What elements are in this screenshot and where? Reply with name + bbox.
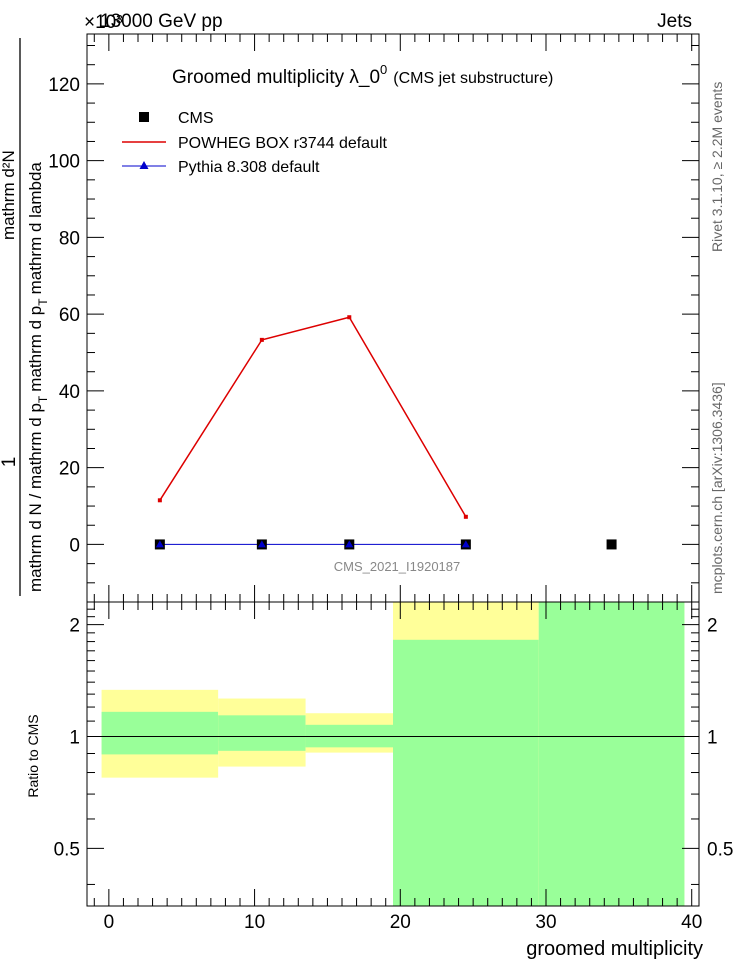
main-ytick-label: 40 [59, 382, 80, 403]
point-powheg [347, 315, 352, 320]
ratio-ytick-label: 0.5 [54, 839, 80, 860]
ratio-ytick-label: 1 [69, 727, 80, 748]
ratio-ytick-label-right: 2 [707, 616, 718, 637]
main-ylabel-one: 1 [0, 457, 20, 468]
legend-label-cms: CMS [178, 110, 214, 127]
legend-title-sup: 0 [380, 62, 387, 77]
legend-label-powheg: POWHEG BOX r3744 default [178, 135, 388, 152]
main-ylabel-denominator: mathrm d N / mathrm d pTmathrm d pTmathr… [26, 162, 50, 592]
ratio-panel: 0.5 0.5 1 1 2 2 0 10 20 30 40 [54, 601, 733, 933]
series-line-powheg [159, 316, 467, 518]
rivet-label: Rivet 3.1.10, ≥ 2.2M events [709, 82, 725, 252]
xtick-label: 10 [244, 912, 265, 933]
legend-marker-cms [139, 112, 149, 122]
ratio-ytick-label-right: 0.5 [707, 839, 733, 860]
energy-label: 13000 GeV pp [100, 11, 223, 32]
main-ytick-label: 20 [59, 459, 80, 480]
xaxis-label: groomed multiplicity [526, 938, 703, 960]
mcplots-label: mcplots.cern.ch [arXiv:1306.3436] [709, 382, 725, 594]
main-panel: 0 20 40 60 80 100 120 [48, 33, 700, 603]
xtick-label: 0 [104, 912, 115, 933]
point-cms [606, 539, 617, 550]
exponent-label: ×10³ [84, 12, 123, 33]
main-ytick-label: 120 [48, 75, 80, 96]
main-ylabel-denominator-b: mathrm d p [26, 306, 45, 392]
ratio-band-green [218, 715, 306, 751]
legend-title-note: (CMS jet substructure) [393, 70, 553, 87]
xtick-label: 20 [390, 912, 411, 933]
point-powheg [463, 514, 468, 519]
legend-title: Groomed multiplicity λ_00 (CMS jet substr… [172, 62, 553, 88]
legend-marker-pythia [139, 161, 149, 169]
ratio-band-green [101, 711, 219, 755]
legend-label-pythia: Pythia 8.308 default [178, 159, 320, 176]
main-ylabel-sub-b: T [36, 298, 50, 306]
main-ylabel-denominator-a: mathrm d N / mathrm d p [26, 403, 45, 592]
ratio-band-green [538, 602, 685, 906]
main-ytick-label: 60 [59, 305, 80, 326]
point-powheg [259, 337, 264, 342]
watermark: CMS_2021_I1920187 [334, 559, 461, 574]
xtick-label: 30 [535, 912, 556, 933]
ratio-band-green [393, 639, 539, 906]
point-powheg [157, 498, 162, 503]
point-pythia [257, 540, 266, 548]
point-pythia [345, 540, 354, 548]
xtick-label: 40 [681, 912, 702, 933]
ratio-ylabel: Ratio to CMS [25, 714, 41, 797]
main-ytick-label: 100 [48, 152, 80, 173]
main-ylabel-sub-a: T [36, 395, 50, 403]
legend: Groomed multiplicity λ_00 (CMS jet substr… [122, 62, 553, 176]
point-pythia [155, 540, 164, 548]
main-ytick-label: 80 [59, 228, 80, 249]
main-ytick-label: 0 [69, 535, 80, 556]
main-ylabel-numerator: mathrm d²N [0, 150, 18, 240]
point-pythia [461, 540, 470, 548]
legend-title-main: Groomed multiplicity λ_0 [172, 67, 380, 88]
ratio-ytick-label: 2 [69, 616, 80, 637]
process-label: Jets [657, 11, 692, 32]
ratio-ytick-label-right: 1 [707, 727, 718, 748]
main-ylabel-denominator-c: mathrm d lambda [26, 162, 45, 295]
main-ylabel: 1 mathrm d N / mathrm d pTmathrm d pTmat… [0, 38, 50, 596]
